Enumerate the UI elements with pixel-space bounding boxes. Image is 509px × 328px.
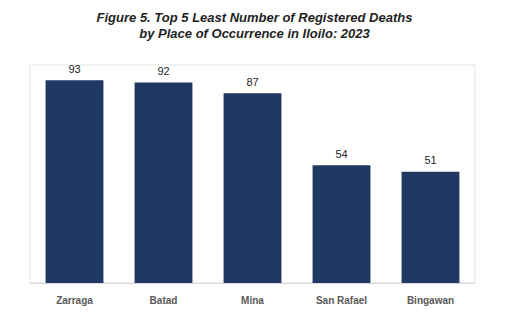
svg-text:54: 54 (335, 148, 347, 160)
svg-text:93: 93 (68, 63, 80, 75)
svg-text:Figure 5. Top 5 Least Number o: Figure 5. Top 5 Least Number of Register… (97, 10, 413, 25)
svg-text:Zarraga: Zarraga (56, 295, 93, 306)
svg-text:Mina: Mina (241, 295, 264, 306)
svg-text:by Place of Occurrence in Iloi: by Place of Occurrence in Iloilo: 2023 (139, 26, 370, 41)
svg-text:San Rafael: San Rafael (316, 295, 367, 306)
svg-text:Batad: Batad (150, 295, 178, 306)
svg-text:Bingawan: Bingawan (407, 295, 454, 306)
svg-text:87: 87 (246, 76, 258, 88)
svg-text:92: 92 (157, 65, 169, 77)
svg-text:51: 51 (424, 154, 436, 166)
